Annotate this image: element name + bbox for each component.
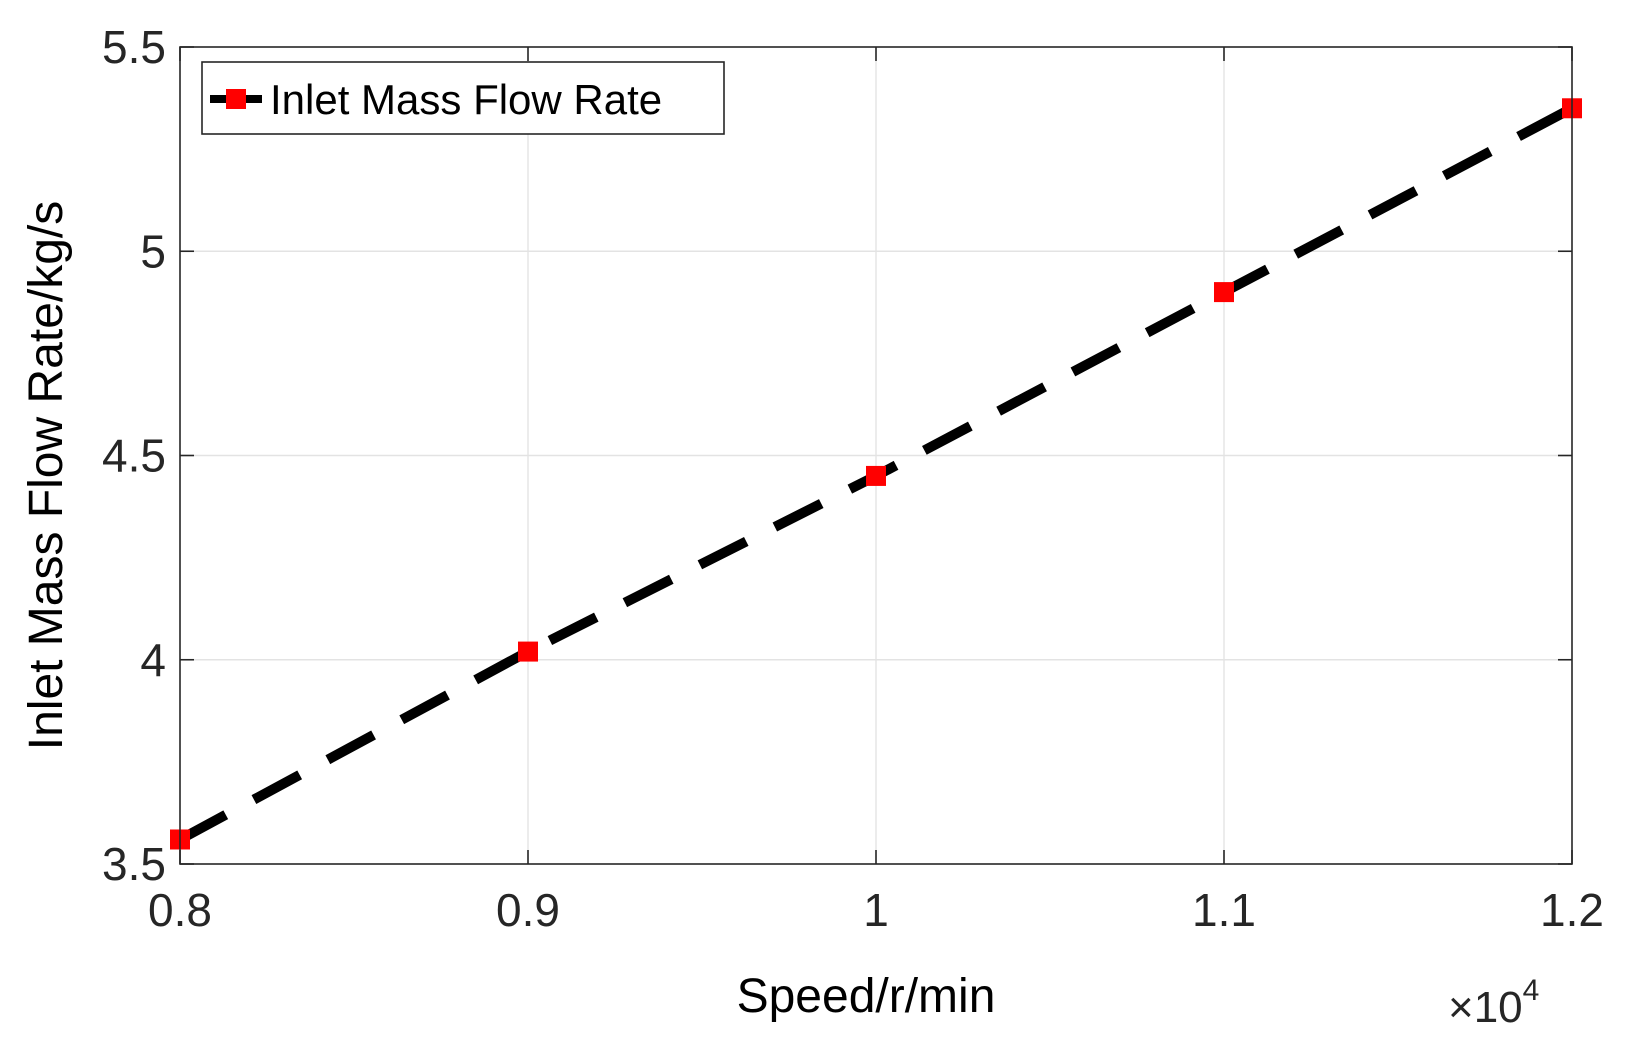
- y-tick-label: 5: [140, 225, 166, 277]
- x-axis-title: Speed/r/min: [737, 970, 996, 1023]
- x-tick-label: 0.8: [148, 884, 212, 936]
- x-tick-label: 1: [863, 884, 889, 936]
- y-axis-tick-labels: 3.5 4 4.5 5 5.5: [102, 21, 166, 890]
- x-tick-label: 1.2: [1540, 884, 1604, 936]
- y-axis-title: Inlet Mass Flow Rate/kg/s: [20, 201, 73, 751]
- legend: Inlet Mass Flow Rate: [201, 61, 725, 135]
- y-tick-label: 3.5: [102, 838, 166, 890]
- x-multiplier-base: ×10: [1448, 983, 1523, 1032]
- x-tick-label: 1.1: [1192, 884, 1256, 936]
- axis-ticks: [179, 46, 1573, 865]
- data-point-marker: [866, 465, 886, 486]
- y-tick-label: 5.5: [102, 21, 166, 73]
- legend-marker-sample: [226, 89, 246, 109]
- grid-lines: [180, 47, 1572, 864]
- data-point-marker: [518, 641, 538, 662]
- y-tick-label: 4: [140, 634, 166, 686]
- x-axis-tick-labels: 0.8 0.9 1 1.1 1.2: [148, 884, 1604, 936]
- legend-label: Inlet Mass Flow Rate: [270, 76, 662, 123]
- x-multiplier-exponent: 4: [1523, 974, 1540, 1007]
- legend-box: [201, 61, 725, 135]
- x-axis-multiplier: ×104: [1448, 974, 1539, 1032]
- data-point-marker: [1214, 282, 1234, 303]
- y-tick-label: 4.5: [102, 430, 166, 482]
- x-tick-label: 0.9: [496, 884, 560, 936]
